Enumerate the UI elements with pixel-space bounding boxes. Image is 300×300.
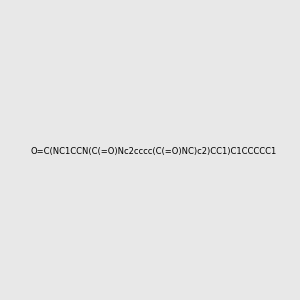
- Text: O=C(NC1CCN(C(=O)Nc2cccc(C(=O)NC)c2)CC1)C1CCCCC1: O=C(NC1CCN(C(=O)Nc2cccc(C(=O)NC)c2)CC1)C…: [31, 147, 277, 156]
